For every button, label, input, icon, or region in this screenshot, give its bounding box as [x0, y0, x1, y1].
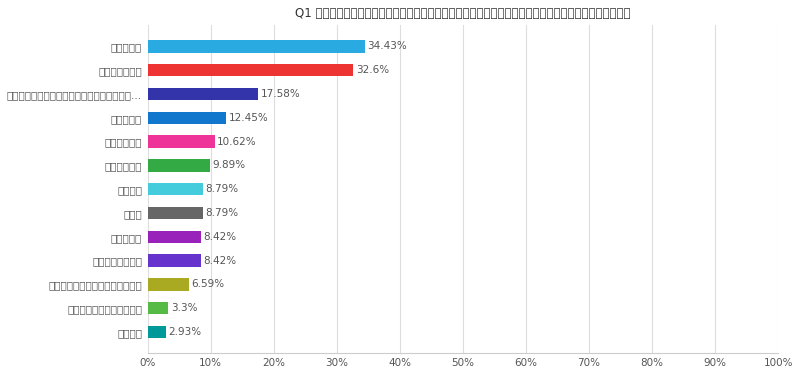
Bar: [148, 88, 258, 100]
Text: 17.58%: 17.58%: [261, 89, 301, 99]
Text: 9.89%: 9.89%: [213, 160, 246, 170]
Bar: [148, 183, 203, 195]
Bar: [148, 159, 210, 172]
Bar: [148, 302, 169, 315]
Text: 8.42%: 8.42%: [203, 232, 236, 242]
Bar: [148, 112, 226, 124]
Text: 34.43%: 34.43%: [367, 41, 407, 51]
Bar: [148, 231, 201, 243]
Bar: [148, 255, 201, 267]
Text: 8.79%: 8.79%: [206, 208, 238, 218]
Title: Q1 借金するに至った主な理由を教えてください。下記のうちあてはまるものをすべてお選びください。: Q1 借金するに至った主な理由を教えてください。下記のうちあてはまるものをすべて…: [295, 7, 630, 20]
Bar: [148, 64, 354, 76]
Text: 8.42%: 8.42%: [203, 256, 236, 266]
Text: 32.6%: 32.6%: [356, 65, 389, 75]
Text: 6.59%: 6.59%: [192, 279, 225, 290]
Text: 3.3%: 3.3%: [171, 303, 198, 313]
Text: 8.79%: 8.79%: [206, 184, 238, 194]
Bar: [148, 326, 166, 338]
Text: 2.93%: 2.93%: [169, 327, 202, 337]
Text: 12.45%: 12.45%: [229, 113, 269, 123]
Text: 10.62%: 10.62%: [217, 136, 257, 147]
Bar: [148, 207, 203, 219]
Bar: [148, 278, 189, 291]
Bar: [148, 40, 365, 53]
Bar: [148, 135, 214, 148]
